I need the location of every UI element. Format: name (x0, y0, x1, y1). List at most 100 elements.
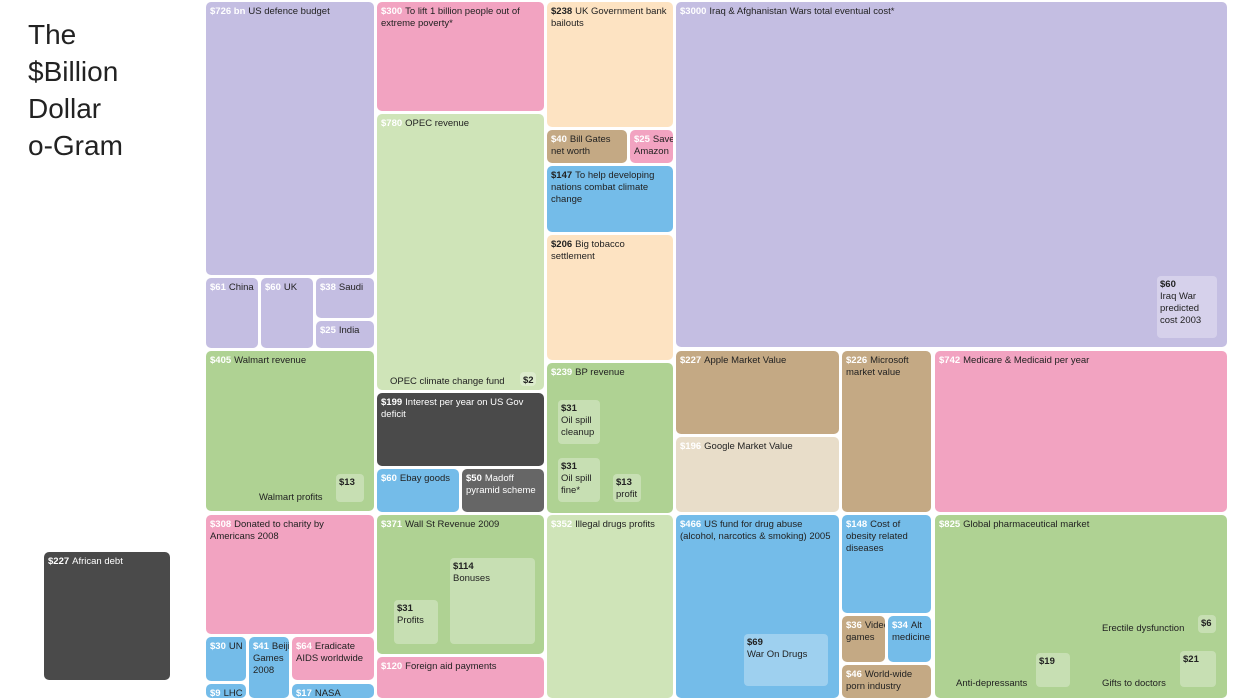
tile-amount: $825 (939, 519, 961, 530)
tile-label: Iraq & Afghanistan Wars total eventual c… (709, 6, 895, 17)
tile: $238 UK Government bank bailouts (547, 2, 673, 127)
tile: $196 Google Market Value (676, 437, 839, 512)
tile: $64 Eradicate AIDS worldwide (292, 637, 374, 680)
tile-amount: $50 (466, 473, 482, 484)
tile-amount: $199 (381, 397, 403, 408)
tile-amount: $226 (846, 355, 868, 366)
tile-label: US defence budget (248, 6, 330, 17)
sub-amount: $31 (397, 603, 413, 614)
tile: $50 Madoff pyramid scheme (462, 469, 544, 512)
tile-label: Alt medicine (892, 620, 931, 643)
sub-tile: $2 (520, 372, 536, 386)
tile-label: Medicare & Medicaid per year (963, 355, 1090, 366)
tile-amount: $3000 (680, 6, 707, 17)
tile-amount: $41 (253, 641, 269, 652)
tile-label: Google Market Value (704, 441, 793, 452)
sub-amount: $2 (523, 375, 534, 386)
tile-amount: $60 (265, 282, 281, 293)
tile: $3000 Iraq & Afghanistan Wars total event… (676, 2, 1227, 347)
tile-label: To lift 1 billion people out of extreme … (381, 6, 520, 29)
tile-label: Microsoft market value (846, 355, 909, 378)
title-line: $Billion (28, 56, 119, 87)
sub-label: Oil spill fine* (561, 473, 592, 496)
tile: $825 Global pharmaceutical market (935, 515, 1227, 698)
sub-tile: $21 (1180, 651, 1216, 687)
tile-amount: $61 (210, 282, 226, 293)
tile: $371 Wall St Revenue 2009 (377, 515, 544, 654)
tile: $226 Microsoft market value (842, 351, 931, 512)
tile-amount: $238 (551, 6, 573, 17)
tile: $34 Alt medicine (888, 616, 931, 662)
sub-label: Anti-depressants (956, 678, 1028, 689)
sub-amount: $21 (1183, 654, 1199, 665)
sub-amount: $114 (453, 561, 474, 572)
tile-label: Saudi (338, 282, 364, 293)
tile-label: Eradicate AIDS worldwide (296, 641, 364, 664)
sub-label: Bonuses (453, 573, 490, 584)
tile: $40 Bill Gates net worth (547, 130, 627, 163)
tile: $199 Interest per year on US Gov deficit (377, 393, 544, 466)
tile-amount: $780 (381, 118, 403, 129)
tile: $352 Illegal drugs profits (547, 515, 673, 698)
tile: $36Video games (842, 616, 885, 662)
tile: $227 Apple Market Value (676, 351, 839, 434)
tile: $120 Foreign aid payments (377, 657, 544, 698)
tile: $148 Cost of obesity related diseases (842, 515, 931, 613)
tile: $405 Walmart revenue (206, 351, 374, 511)
tile-label: Save Amazon (634, 134, 673, 157)
sub-amount: $31 (561, 461, 577, 472)
sub-amount: $60 (1160, 279, 1176, 290)
tile-label: LHC (223, 688, 243, 698)
tile-amount: $239 (551, 367, 573, 378)
tile-label: Walmart revenue (234, 355, 307, 366)
tile-label: China (228, 282, 254, 293)
sub-label: OPEC climate change fund (390, 376, 505, 387)
tile: $742 Medicare & Medicaid per year (935, 351, 1227, 512)
tile: $206 Big tobacco settlement (547, 235, 673, 360)
tile-label: NASA (314, 688, 341, 698)
tile-amount: $300 (381, 6, 403, 17)
tile-amount: $352 (551, 519, 573, 530)
tile: $46 World-wide porn industry (842, 665, 931, 698)
tile: $60 UK (261, 278, 313, 348)
sub-amount: $19 (1039, 656, 1055, 667)
tile-label: Interest per year on US Gov deficit (381, 397, 524, 420)
tile: $38 Saudi (316, 278, 374, 318)
tile-amount: $405 (210, 355, 232, 366)
tile: $25 Save Amazon (630, 130, 673, 163)
tile-amount: $206 (551, 239, 573, 250)
tile: $17 NASA (292, 684, 374, 698)
tile-amount: $36 (846, 620, 862, 631)
tile-label: OPEC revenue (405, 118, 470, 129)
title-line: Dollar (28, 93, 102, 124)
sub-amount: $69 (747, 637, 763, 648)
tile-amount: $30 (210, 641, 226, 652)
tile-label: UN (228, 641, 243, 652)
tile: $30 UN (206, 637, 246, 681)
tile-label: Video games (846, 620, 885, 643)
tile: $61 China (206, 278, 258, 348)
tile-amount: $148 (846, 519, 868, 530)
tile-amount: $64 (296, 641, 312, 652)
tile-amount: $25 (320, 325, 336, 336)
tile-amount: $40 (551, 134, 567, 145)
tile: $466 US fund for drug abuse (alcohol, nar… (676, 515, 839, 698)
tile-label: Donated to charity by Americans 2008 (210, 519, 324, 542)
tile-amount: $147 (551, 170, 573, 181)
tile-amount: $726 bn (210, 6, 246, 17)
tile-label: Global pharmaceutical market (963, 519, 1090, 530)
tile-amount: $227 (680, 355, 702, 366)
tile: $726 bn US defence budget (206, 2, 374, 275)
tile-label: UK (283, 282, 298, 293)
tile: $41Beijing Games 2008 (249, 637, 289, 698)
sub-label: Gifts to doctors (1102, 678, 1166, 689)
sub-tile: $31 Profits (394, 600, 438, 644)
tile-label: Wall St Revenue 2009 (405, 519, 500, 530)
sub-label: War On Drugs (747, 649, 808, 660)
tile-label: Big tobacco settlement (551, 239, 625, 262)
tile-label: To help developing nations combat climat… (551, 170, 655, 205)
sub-label: Profits (397, 615, 424, 626)
sub-tile: $69 War On Drugs (744, 634, 828, 686)
sub-tile: $114 Bonuses (450, 558, 535, 644)
